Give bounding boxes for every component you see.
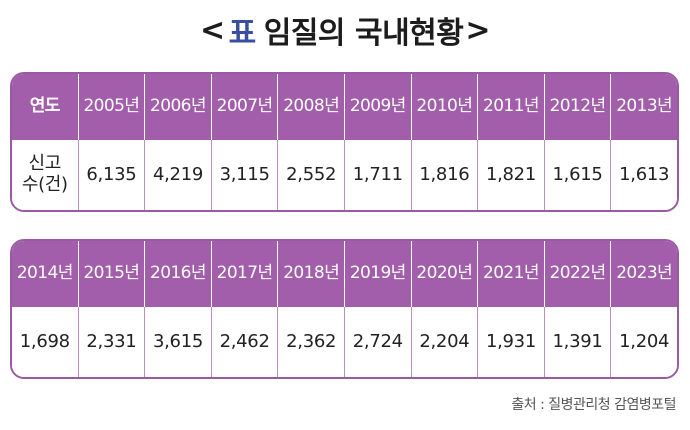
header-year: 2005년 (77, 74, 145, 140)
header-year: 2010년 (410, 74, 478, 140)
header-year: 2012년 (543, 74, 611, 140)
row-label-reports: 신고 수(건) (12, 140, 78, 210)
value-cell: 1,391 (543, 307, 611, 377)
value-cell: 2,462 (210, 307, 278, 377)
header-year: 2008년 (277, 74, 344, 140)
header-year: 2013년 (610, 74, 677, 140)
value-cell: 4,219 (144, 140, 211, 210)
header-year: 2009년 (343, 74, 411, 140)
value-cell: 2,204 (410, 307, 478, 377)
header-year: 2007년 (210, 74, 278, 140)
value-cell: 2,552 (277, 140, 344, 210)
header-year: 2016년 (144, 241, 211, 307)
value-cell: 1,931 (477, 307, 544, 377)
page-title: < 표 임질의 국내현황 > (0, 8, 690, 52)
title-tag: 표 (228, 16, 257, 51)
header-year: 2020년 (410, 241, 478, 307)
header-label-year: 연도 (29, 96, 61, 117)
header-year: 2018년 (277, 241, 344, 307)
header-year: 2015년 (77, 241, 145, 307)
title-open-bracket: < (199, 12, 225, 48)
header-year: 2006년 (144, 74, 211, 140)
value-cell: 3,615 (144, 307, 211, 377)
value-cell: 1,698 (19, 330, 70, 352)
table-header-row: 연도 2005년 2006년 2007년 2008년 2009년 2010년 2… (12, 74, 677, 140)
value-cell: 2,724 (343, 307, 411, 377)
value-cell: 3,115 (210, 140, 278, 210)
table-row: 1,698 2,331 3,615 2,462 2,362 2,724 2,20… (12, 307, 677, 377)
header-year: 2023년 (610, 241, 677, 307)
value-cell: 2,362 (277, 307, 344, 377)
value-cell: 2,331 (77, 307, 145, 377)
source-note: 출처 : 질병관리청 감염병포털 (511, 397, 676, 413)
row-label-line: 수(건) (21, 174, 68, 195)
header-year: 2021년 (477, 241, 544, 307)
value-cell: 1,204 (610, 307, 677, 377)
header-year: 2022년 (543, 241, 611, 307)
header-year: 2017년 (210, 241, 278, 307)
header-year: 2014년 (16, 263, 74, 284)
table-2005-2013: 연도 2005년 2006년 2007년 2008년 2009년 2010년 2… (10, 72, 679, 212)
value-cell: 6,135 (77, 140, 145, 210)
value-cell: 1,821 (477, 140, 544, 210)
value-cell: 1,613 (610, 140, 677, 210)
value-cell: 1,615 (543, 140, 611, 210)
header-year: 2011년 (477, 74, 544, 140)
table-header-row: 2014년 2015년 2016년 2017년 2018년 2019년 2020… (12, 241, 677, 307)
title-text: 임질의 국내현황 (263, 16, 464, 51)
value-cell: 1,816 (410, 140, 478, 210)
title-close-bracket: > (465, 12, 491, 48)
table-row: 신고 수(건) 6,135 4,219 3,115 2,552 1,711 1,… (12, 140, 677, 210)
value-cell: 1,711 (343, 140, 411, 210)
table-2014-2023: 2014년 2015년 2016년 2017년 2018년 2019년 2020… (10, 239, 679, 379)
header-year: 2019년 (343, 241, 411, 307)
row-label-line: 신고 (28, 153, 62, 175)
